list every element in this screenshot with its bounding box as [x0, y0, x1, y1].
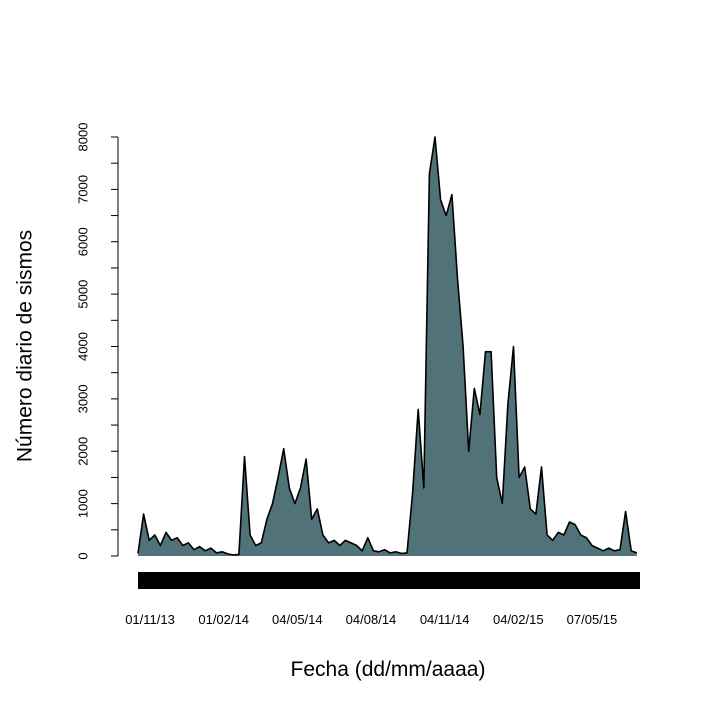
line: [137, 136, 638, 556]
x-tick-label: 01/11/13: [125, 612, 175, 627]
y-tick-label: 6000: [75, 227, 90, 256]
x-tick-label: 07/05/15: [567, 612, 618, 627]
day-tick-band: [138, 572, 640, 589]
x-tick-label: 04/02/15: [493, 612, 544, 627]
y-tick-label: 0: [75, 552, 90, 559]
x-tick-label: 04/08/14: [346, 612, 397, 627]
y-tick-label: 4000: [75, 332, 90, 361]
x-tick-label: 04/05/14: [272, 612, 323, 627]
y-tick-label: 8000: [75, 123, 90, 152]
x-tick-label: 04/11/14: [420, 612, 470, 627]
x-axis-title: Fecha (dd/mm/aaaa): [291, 658, 486, 681]
y-tick-label: 1000: [75, 489, 90, 518]
y-tick-label: 3000: [75, 384, 90, 413]
y-tick-label: 7000: [75, 175, 90, 204]
y-axis-title: Número diario de sismos: [14, 230, 37, 462]
y-tick-label: 2000: [75, 437, 90, 466]
y-tick-label: 5000: [75, 280, 90, 309]
area: [138, 137, 637, 556]
x-tick-label: 01/02/14: [198, 612, 249, 627]
